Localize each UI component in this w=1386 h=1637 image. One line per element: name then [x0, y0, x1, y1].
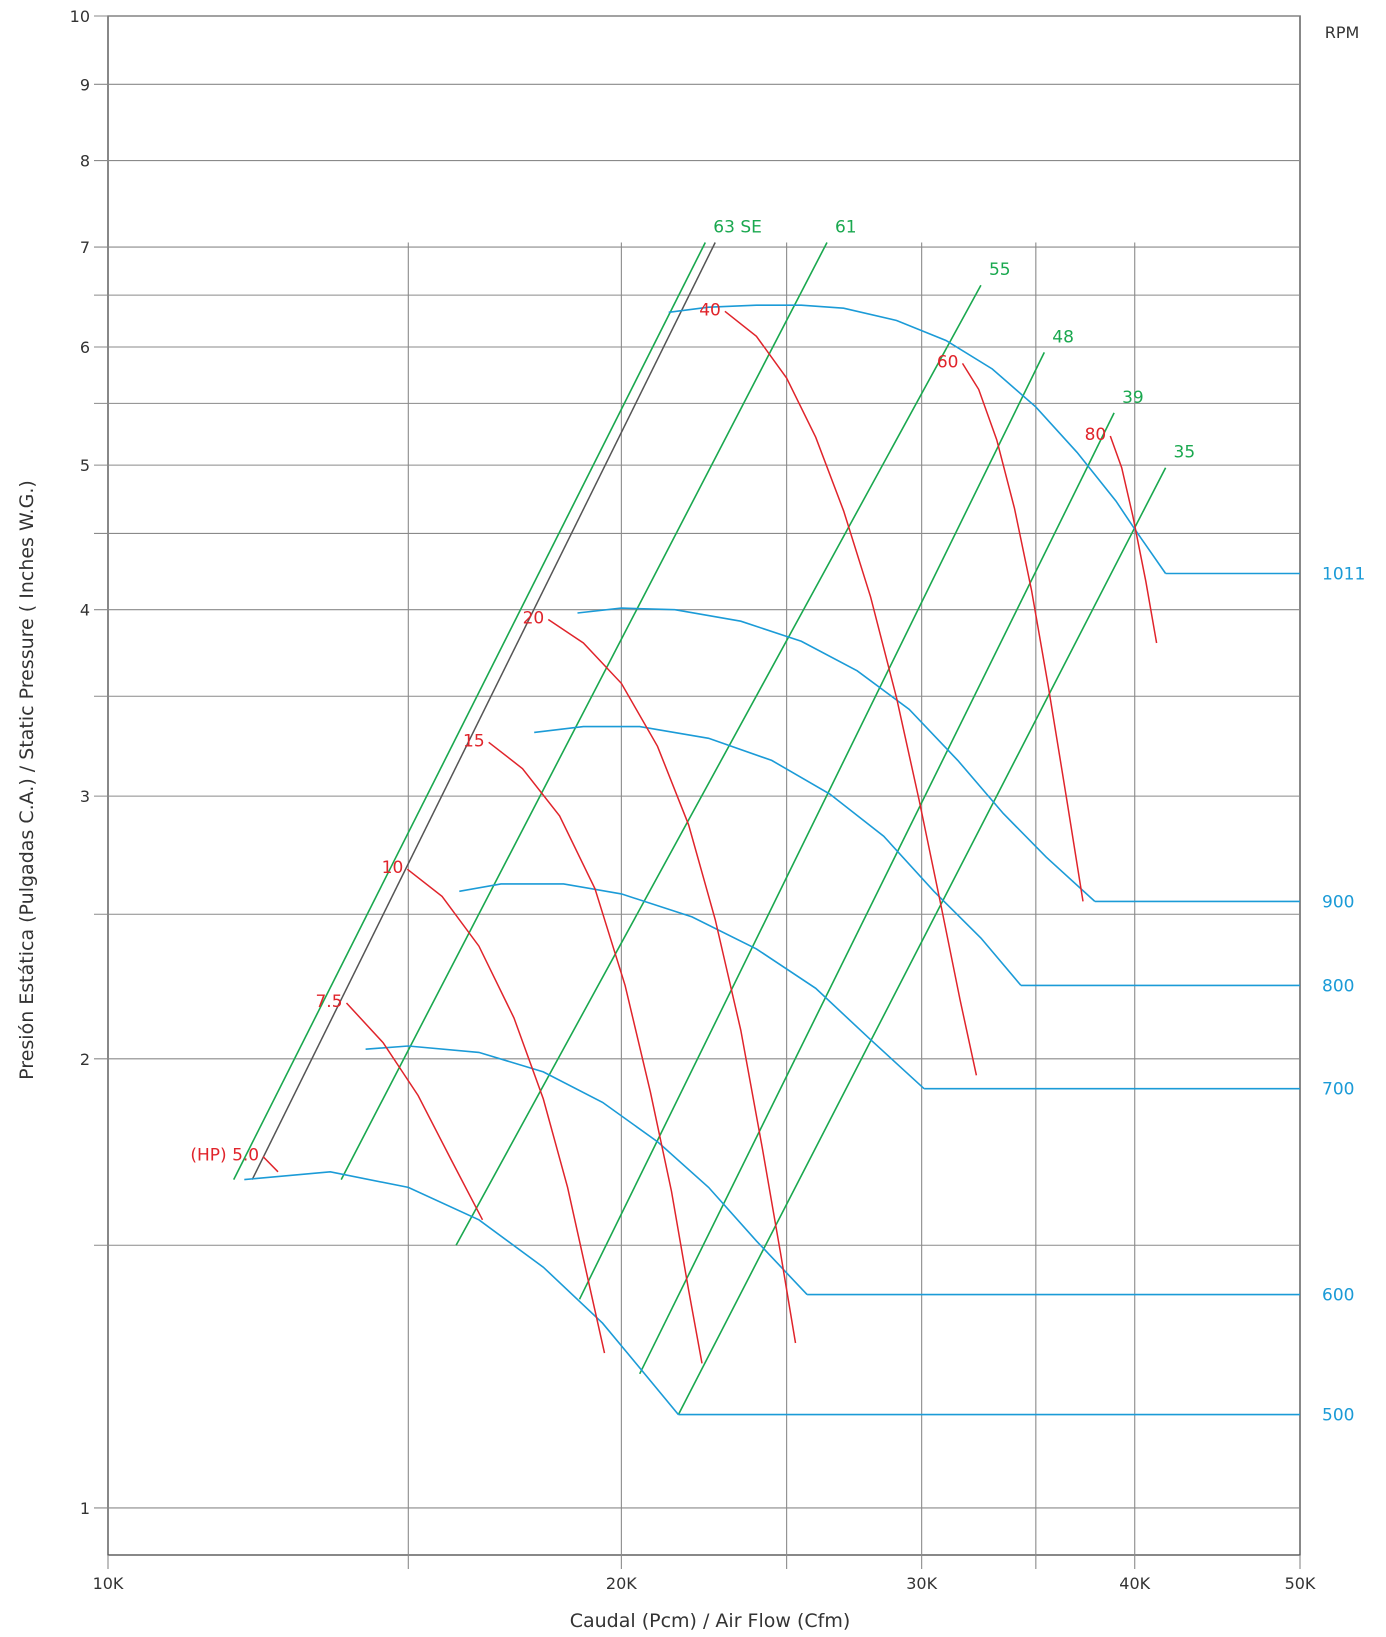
y-tick-label: 8 — [80, 152, 90, 171]
efficiency-label: 61 — [835, 217, 857, 237]
y-tick-label: 4 — [80, 601, 90, 620]
efficiency-label: 39 — [1122, 388, 1144, 408]
x-axis-title: Caudal (Pcm) / Air Flow (Cfm) — [570, 1610, 851, 1632]
y-tick-label: 2 — [80, 1050, 90, 1069]
rpm-curve — [668, 304, 1167, 574]
hp-curve — [345, 1002, 484, 1221]
efficiency-label: 63 SE — [713, 217, 762, 237]
efficiency-label: 35 — [1174, 443, 1196, 463]
hp-curve — [262, 1156, 279, 1173]
rpm-curve — [577, 607, 1096, 902]
rpm-label: 600 — [1322, 1286, 1354, 1306]
hp-label: 7.5 — [315, 992, 342, 1012]
y-tick-label: 1 — [80, 1499, 90, 1518]
rpm-label: 500 — [1322, 1406, 1354, 1426]
curve-layer — [232, 242, 1300, 1416]
x-tick-label: 30K — [906, 1574, 937, 1593]
hp-label: 10 — [382, 858, 404, 878]
y-tick-label: 6 — [80, 338, 90, 357]
hp-label: (HP) 5.0 — [190, 1146, 259, 1166]
rpm-curve — [365, 1045, 808, 1296]
rpm-label: 700 — [1322, 1080, 1354, 1100]
hp-curve — [406, 868, 606, 1354]
hp-label: 15 — [463, 731, 485, 751]
y-tick-label: 10 — [70, 7, 90, 26]
rpm-curve — [534, 725, 1022, 986]
hp-curve — [488, 741, 703, 1364]
rpm-label: 1011 — [1322, 564, 1365, 584]
hp-label: 60 — [937, 352, 959, 372]
efficiency-line — [677, 467, 1167, 1415]
hp-label: 20 — [523, 609, 545, 629]
x-tick-label: 10K — [93, 1574, 124, 1593]
hp-curve — [547, 618, 797, 1344]
hp-curve — [1109, 435, 1158, 644]
hp-curve — [724, 310, 978, 1076]
efficiency-line — [232, 242, 707, 1180]
y-tick-label: 5 — [80, 456, 90, 475]
hp-label: 40 — [699, 300, 721, 320]
label-layer: 1 2 3 4 5 6 7 8 9 10 10K 20K 30K 40K 50K 63 SE 61 55 48 39 3… — [70, 7, 1366, 1593]
efficiency-label: 48 — [1052, 327, 1074, 347]
system-line — [251, 242, 716, 1180]
x-tick-label: 20K — [606, 1574, 637, 1593]
y-tick-label: 3 — [80, 787, 90, 806]
efficiency-label: 55 — [989, 260, 1011, 280]
right-axis-label: RPM — [1325, 23, 1360, 42]
y-tick-label: 9 — [80, 75, 90, 94]
rpm-curve — [244, 1170, 680, 1416]
hp-label: 80 — [1085, 425, 1107, 445]
y-axis-title: Presión Estática (Pulgadas C.A.) / Stati… — [16, 480, 38, 1080]
rpm-label: 900 — [1322, 892, 1354, 912]
rpm-label: 800 — [1322, 976, 1354, 996]
x-tick-label: 40K — [1119, 1574, 1150, 1593]
efficiency-line — [455, 284, 982, 1246]
hp-curve — [961, 363, 1084, 902]
efficiency-line — [638, 412, 1115, 1375]
y-tick-label: 7 — [80, 238, 90, 257]
rpm-curve — [459, 883, 925, 1090]
x-tick-label: 50K — [1285, 1574, 1316, 1593]
efficiency-line — [340, 242, 828, 1180]
grid-layer — [94, 15, 1301, 1569]
efficiency-line — [578, 352, 1046, 1300]
